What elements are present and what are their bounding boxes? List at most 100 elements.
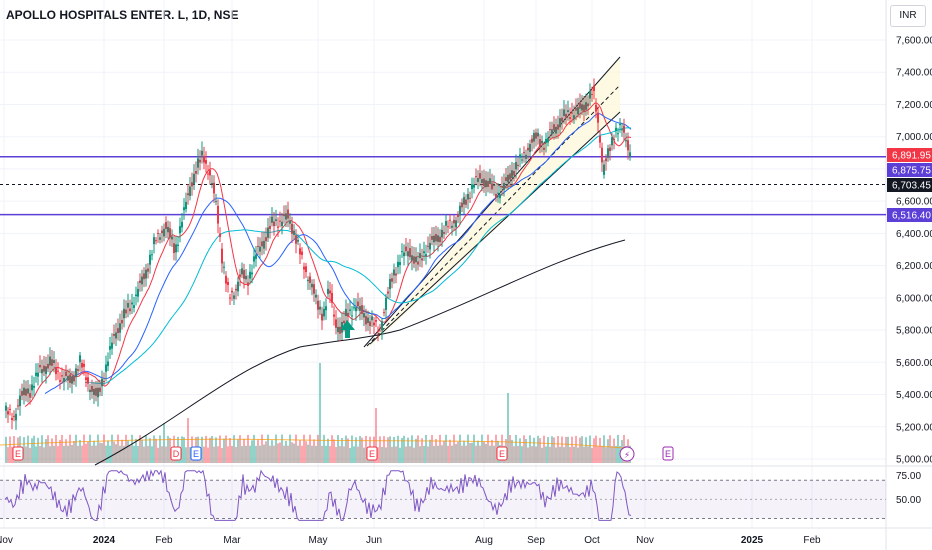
candle-body (107, 361, 109, 366)
candle-body (593, 85, 595, 92)
volume-bar (125, 434, 127, 463)
volume-bar (23, 437, 25, 463)
volume-bar (493, 445, 495, 463)
volume-bar (137, 446, 139, 463)
candle-body (335, 319, 337, 328)
volume-bar (403, 435, 405, 463)
volume-bar (549, 446, 551, 463)
volume-bar (533, 437, 535, 463)
volume-bar (225, 435, 227, 463)
volume-bar (481, 434, 483, 463)
candle-body (601, 147, 603, 163)
volume-bar (123, 445, 125, 463)
candle-body (205, 160, 207, 164)
time-tick-label: 2024 (93, 535, 116, 546)
candle-body (127, 302, 129, 308)
candle-body (59, 380, 61, 382)
candle-body (399, 262, 401, 266)
candle-body (147, 268, 149, 272)
price-axis[interactable]: 7,600.007,400.007,200.007,000.006,800.00… (896, 36, 932, 506)
event-marker-box (662, 446, 674, 461)
candle-body (143, 273, 145, 280)
volume-bar (43, 447, 45, 463)
volume-bar (99, 442, 101, 463)
candle-body (363, 313, 365, 318)
volume-bar (459, 434, 461, 463)
volume-bar (443, 440, 445, 463)
time-tick-label: 2025 (741, 535, 764, 546)
candle-body (613, 139, 615, 141)
candle-body (75, 368, 77, 378)
volume-bar (303, 434, 305, 463)
volume-bar (221, 447, 223, 463)
candle-body (239, 274, 241, 277)
volume-bar (93, 440, 95, 463)
candle-body (397, 261, 399, 268)
currency-button[interactable]: INR (890, 5, 926, 27)
volume-bar (365, 435, 367, 463)
volume-bar (343, 446, 345, 463)
candle-body (391, 278, 393, 282)
candle-body (345, 309, 347, 317)
price-label-text: 6,703.45 (892, 181, 931, 192)
candle-body (557, 124, 559, 130)
candle-body (581, 104, 583, 111)
candle-body (589, 91, 591, 99)
volume-bar (223, 438, 225, 463)
volume-bar (561, 436, 563, 463)
volume-bar (247, 434, 249, 463)
candle-body (573, 115, 575, 120)
volume-bar (397, 435, 399, 463)
volume-bar (605, 447, 607, 463)
event-markers: E D E E E E ⚡ (12, 320, 674, 462)
volume-bar (97, 434, 99, 463)
candle-body (117, 328, 119, 334)
volume-bar (555, 447, 557, 463)
volume-bar (163, 423, 165, 463)
candle-body (199, 159, 201, 163)
candle-body (53, 360, 55, 364)
candle-body (189, 186, 191, 196)
volume-bar (507, 393, 509, 463)
event-marker-label: D (173, 449, 180, 459)
candle-body (323, 308, 325, 317)
volume-bar (441, 445, 443, 463)
candle-body (571, 112, 573, 114)
candle-body (575, 107, 577, 111)
volume-bar (491, 439, 493, 463)
volume-bar (79, 439, 81, 463)
candle-body (309, 276, 311, 283)
candle-body (469, 197, 471, 199)
candle-body (395, 273, 397, 276)
price-labels: 6,891.95 6,875.75 6,703.45 6,516.40 (887, 148, 932, 222)
candle-body (133, 305, 135, 308)
volume-bar (301, 445, 303, 463)
time-tick-label: Nov (0, 535, 13, 546)
candle-body (545, 139, 547, 143)
volume-bar (345, 435, 347, 463)
volume-bar (457, 441, 459, 463)
volume-bar (293, 443, 295, 463)
candle-body (405, 246, 407, 252)
volume-bar (249, 445, 251, 463)
volume-bar (11, 446, 13, 463)
candle-body (47, 363, 49, 369)
candle-body (463, 197, 465, 205)
candle-body (503, 182, 505, 190)
candle-body (569, 117, 571, 119)
candle-body (507, 174, 509, 183)
volume-bar (257, 439, 259, 463)
candle-body (481, 179, 483, 183)
volume-bar (87, 441, 89, 463)
candle-body (245, 275, 247, 280)
candle-body (225, 275, 227, 284)
candle-body (303, 266, 305, 270)
candle-body (465, 199, 467, 205)
candle-body (163, 228, 165, 237)
time-axis[interactable]: Nov 2024 Feb Mar May Jun Aug Sep Oct Nov 2025 Feb (0, 535, 821, 546)
volume-bar (333, 439, 335, 463)
candle-body (355, 307, 357, 312)
candle-body (383, 312, 385, 314)
volume-bar (379, 436, 381, 463)
